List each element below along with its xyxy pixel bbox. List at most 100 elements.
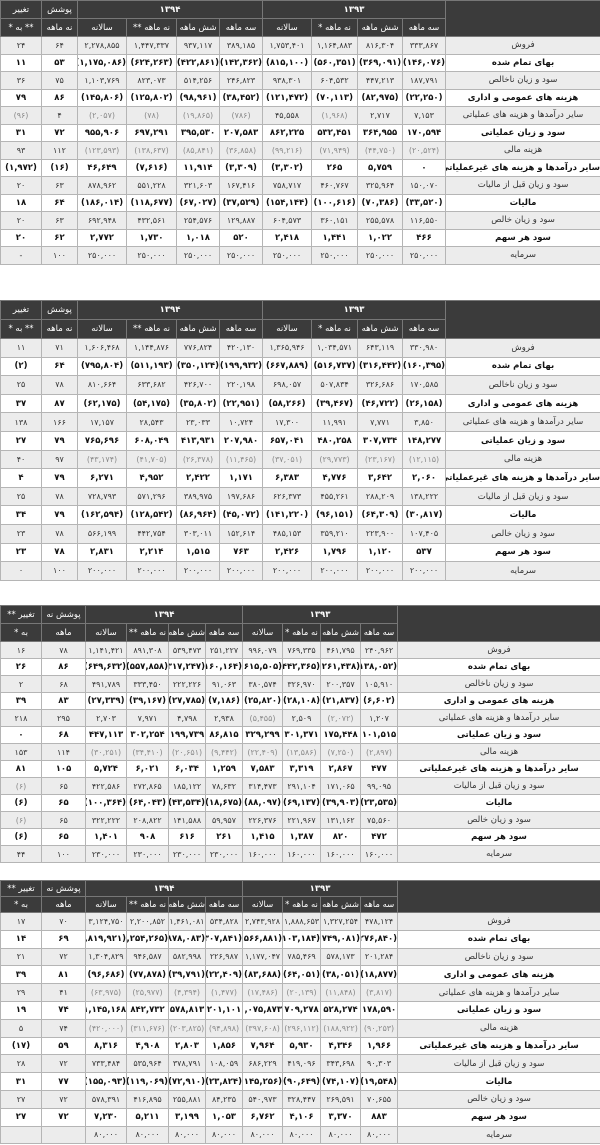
value-cell: ۸۹۱,۳۰۸ (126, 641, 170, 659)
value-cell: ۱,۴۱۵ (242, 828, 284, 846)
year-1394-header: ۱۳۹۴ (76, 300, 264, 320)
value-cell: ۲۵۰,۰۰۰ (402, 246, 447, 265)
value-cell: ۱۶۷,۴۱۶ (219, 176, 264, 195)
period-header-1393: سه ماهه (360, 896, 399, 913)
value-cell: ۳,۶۴۲ (357, 468, 404, 488)
value-cell: (۵۱۶,۷۳۷) (311, 356, 359, 377)
value-cell: ۳۰۳,۰۱۱ (176, 523, 221, 544)
change-header: تغییر (0, 300, 42, 320)
period-header-1393: سه ماهه (402, 319, 447, 339)
row-label: سایر درآمدها و هزینه های غیرعملیاتی (397, 1036, 600, 1056)
table-row: سود و زیان عملیاتی ۱۰۱,۵۱۵ ۱۷۵,۴۴۸ ۳۰۱,۳۷۱ ۳… (0, 726, 600, 744)
table-row: هزینه های عمومی و اداری (۶,۶۰۲) (۲۱,۸۳۷) (۲… (0, 692, 600, 710)
value-cell: ۷۳۳,۴۸۴ (84, 1054, 128, 1074)
value-cell: ۱,۴۴۷,۳۳۷ (126, 36, 178, 55)
table-row: سرمایه ۲۵۰,۰۰۰ ۲۵۰,۰۰۰ ۲۵۰,۰۰۰ ۲۵۰,۰۰۰ ۲۵۰,۰۰… (0, 246, 600, 265)
value-cell: ۷۰ (41, 912, 86, 931)
value-cell: ۱,۴۴۱ (311, 228, 359, 247)
row-label: سود و زیان عملیاتی (397, 726, 600, 744)
value-cell: ۲۰۰,۰۰۰ (262, 561, 313, 581)
value-cell: ۹۰,۳۰۳ (360, 1054, 399, 1074)
value-cell: ۲,۸۶۷ (320, 760, 362, 778)
value-cell: ۴۱۳,۹۳۱ (176, 430, 221, 451)
value-cell: ۴,۷۹۸ (168, 709, 207, 727)
period-header-1394: شش ماهه (168, 623, 207, 642)
value-cell: ۸۰,۰۰۰ (320, 1125, 362, 1145)
change-header: تغییر ** (0, 880, 42, 897)
value-cell: ۲۶۹,۵۹۱ (320, 1089, 362, 1109)
value-cell: ۶۰۸,۰۴۹ (126, 430, 178, 451)
value-cell: ۲۷ (0, 1107, 42, 1127)
value-cell: ۲,۹۳۸ (205, 709, 244, 727)
value-cell: ۲۸۸,۲۰۹ (357, 486, 404, 507)
value-cell: ۲۰۰,۰۰۰ (402, 561, 447, 581)
value-cell: ۷۸,۶۳۲ (205, 777, 244, 795)
value-cell: ۳۲۹,۲۹۹ (242, 726, 284, 744)
value-cell: ۱۷۵,۴۴۸ (320, 726, 362, 744)
value-cell: (۲,۸۹۷) (360, 743, 399, 761)
value-cell: ۷۹ (41, 468, 78, 488)
table-row: مالیات (۳۰,۸۱۷) (۶۴,۳۰۹) (۹۶,۱۵۱) (۱۴۱,۲۲۰)(… (0, 505, 600, 525)
period-header-1393: شش ماهه (320, 623, 362, 642)
value-cell: ۶۳ (41, 211, 78, 230)
period-header-1394: نه ماهه ** (126, 896, 170, 913)
row-label: سود و زیان قبل از مالیات (445, 486, 600, 507)
period-header-1394: سالانه (76, 18, 128, 37)
value-cell: ۴۸۰,۲۵۸ (311, 430, 359, 451)
value-cell: ۷۹ (41, 430, 78, 451)
value-cell: ۱۳۱,۱۶۲ (320, 811, 362, 829)
value-cell: ۹۰۸ (126, 828, 170, 846)
value-cell (0, 1125, 42, 1145)
value-cell: ۲۲۶,۹۸۷ (205, 947, 244, 967)
value-cell: ۳۰۱,۳۷۱ (282, 726, 322, 744)
value-cell: (۵۸,۲۶۶) (262, 393, 313, 414)
value-cell: ۱,۵۱۵ (176, 542, 221, 563)
value-cell: ۳۲۶,۶۸۶ (357, 375, 404, 395)
value-cell: ۷۵ (41, 71, 78, 90)
row-label: بهای تمام شده (397, 929, 600, 949)
row-label: سرمایه (397, 1125, 600, 1145)
value-cell: ۲۰۰,۰۰۰ (76, 561, 128, 581)
value-cell: (۶۴,۰۴۳) (126, 794, 170, 812)
value-cell: ۲۵۰,۰۰۰ (311, 246, 359, 265)
value-cell: ۲۰۰,۰۰۰ (311, 561, 359, 581)
value-cell: ۷۸ (41, 375, 78, 395)
value-cell: (۳,۳۰۹) (219, 158, 264, 177)
table-row: سود و زیان عملیاتی ۱۷۸,۵۹۰ ۵۲۸,۲۷۴ ۷۰۹,۲۷۸ ۱… (0, 1000, 600, 1020)
value-cell: ۸,۳۱۶ (84, 1036, 128, 1056)
value-cell: (۲۰,۱۳۹) (282, 983, 322, 1002)
value-cell: ۹۴۶,۵۸۷ (126, 947, 170, 967)
value-cell: (۱,۱۰۳,۱۸۴) (282, 929, 322, 949)
row-label: سایر درآمدها و هزینه های غیرعملیاتی (445, 158, 600, 177)
value-cell: ۲,۸۳۱ (76, 542, 128, 563)
value-cell: (۶۲۴,۲۶۳) (126, 53, 178, 72)
table-row: بهای تمام شده (۱۴۶,۰۷۶) (۳۶۹,۰۹۱) (۵۶۰,۳۵۱)… (0, 53, 600, 72)
value-cell: ۱,۳۶۵,۹۴۶ (262, 338, 313, 358)
period-header-1394: سالانه (84, 896, 128, 913)
value-cell: ۲۰ (0, 211, 42, 230)
value-cell: ۴۴۷,۱۱۳ (84, 726, 128, 744)
value-cell: (۳۷,۰۵۱) (262, 449, 313, 470)
value-cell: ۵۹,۹۵۷ (205, 811, 244, 829)
table-row: فروش ۲۴۰,۹۶۲ ۴۶۱,۷۹۵ ۷۶۹,۳۳۵ ۹۹۶,۰۷۹ ۲۵۱,۲۲۷ ۵… (0, 641, 600, 659)
table-row: سایر درآمدها و هزینه های غیرعملیاتی ۲,۰۶۰… (0, 468, 600, 488)
row-label: سرمایه (445, 561, 600, 581)
value-cell: (۳۸,۴۵۲) (219, 88, 264, 107)
value-cell: ۲۷۲,۸۶۵ (126, 777, 170, 795)
value-cell: (۶۹,۱۳۷) (282, 794, 322, 812)
value-cell: ۶۹ (41, 929, 86, 949)
value-cell: ۸۳ (41, 692, 86, 710)
table-row: سایر درآمدها و هزینه های عملیاتی ۱,۲۰۷ (۲,… (0, 709, 600, 727)
value-cell: ۷۸ (41, 542, 78, 563)
header-label-cell (445, 0, 600, 37)
period-header-1394: نه ماهه ** (126, 623, 170, 642)
value-cell: ۳۶۰,۱۵۱ (311, 211, 359, 230)
value-cell: ۳۹۵,۵۳۰ (176, 123, 221, 142)
value-cell: ۵۳۲,۴۵۱ (311, 123, 359, 142)
value-cell: ۵۷۸,۳۹۱ (84, 1089, 128, 1109)
value-cell: ۰ (402, 158, 447, 177)
value-cell: (۸۷۸,۰۸۳) (168, 929, 207, 949)
value-cell: ۴۹۱,۷۸۹ (84, 675, 128, 693)
value-cell: (۶۳,۹۷۵) (84, 983, 128, 1002)
value-cell: ۵۹ (41, 1036, 86, 1056)
